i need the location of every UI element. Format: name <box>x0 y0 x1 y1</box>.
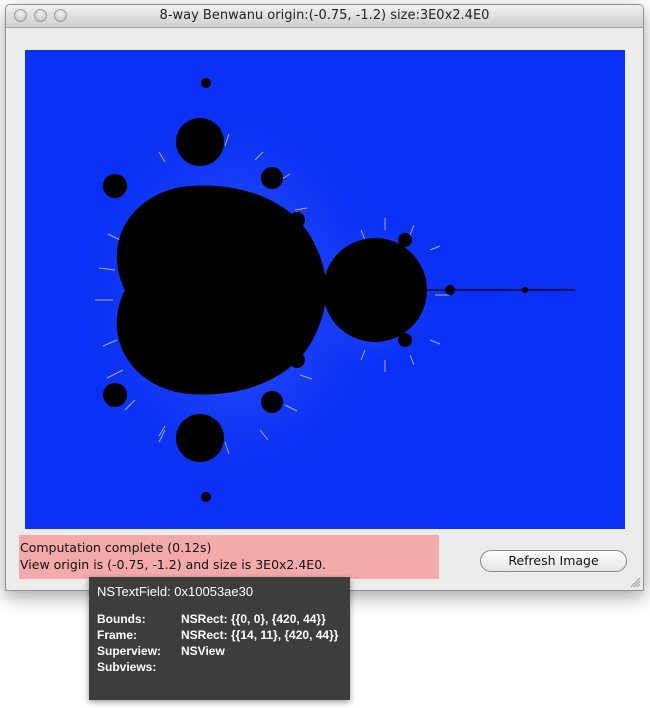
tooltip-label-subviews: Subviews: <box>97 660 157 674</box>
main-window: 8-way Benwanu origin:(-0.75, -1.2) size:… <box>5 4 644 591</box>
window-title: 8-way Benwanu origin:(-0.75, -1.2) size:… <box>159 8 490 23</box>
refresh-image-button[interactable]: Refresh Image <box>480 550 627 572</box>
mandelbrot-image <box>25 50 625 529</box>
zoom-window-button[interactable] <box>54 9 67 22</box>
fractal-image-view[interactable] <box>25 50 625 529</box>
tooltip-value-superview: NSView <box>181 644 225 658</box>
view-inspector-tooltip: NSTextField: 0x10053ae30 Bounds: NSRect:… <box>89 577 350 700</box>
close-window-button[interactable] <box>14 9 27 22</box>
tooltip-value-bounds: NSRect: {{0, 0}, {420, 44}} <box>181 612 326 626</box>
resize-grip-icon[interactable] <box>629 576 641 588</box>
status-line-computation: Computation complete (0.12s) <box>20 540 212 555</box>
minimize-window-button[interactable] <box>34 9 47 22</box>
status-text-field: Computation complete (0.12s) View origin… <box>19 535 439 579</box>
tooltip-value-frame: NSRect: {{14, 11}, {420, 44}} <box>181 628 339 642</box>
title-bar[interactable]: 8-way Benwanu origin:(-0.75, -1.2) size:… <box>6 5 643 28</box>
status-line-view-origin: View origin is (-0.75, -1.2) and size is… <box>20 557 327 572</box>
tooltip-label-frame: Frame: <box>97 628 138 642</box>
tooltip-label-bounds: Bounds: <box>97 612 146 626</box>
tooltip-heading: NSTextField: 0x10053ae30 <box>97 584 254 599</box>
tooltip-label-superview: Superview: <box>97 644 162 658</box>
